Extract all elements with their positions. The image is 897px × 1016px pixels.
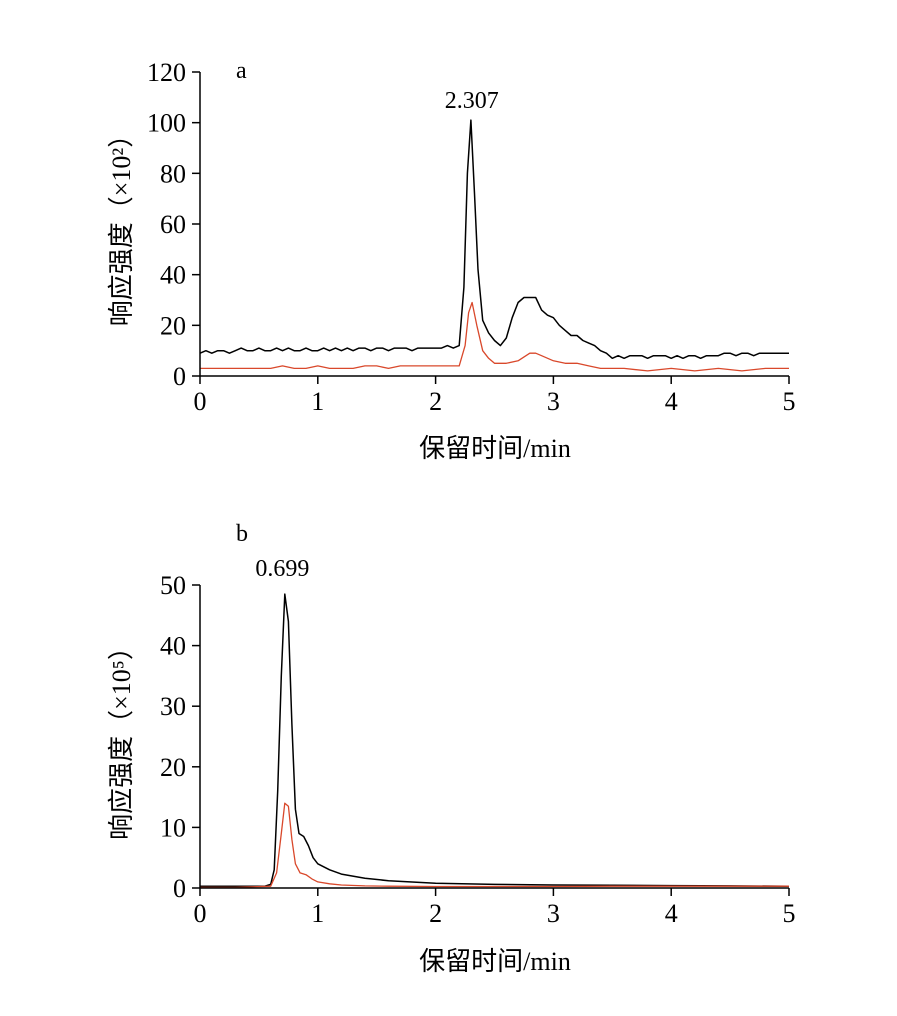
panel-b-label: b bbox=[236, 521, 248, 547]
panel-b-y-tick-label: 50 bbox=[160, 571, 186, 600]
panel-a-axes: 0 20 40 60 80 100 120 0 1 2 3 4 5 bbox=[147, 58, 796, 416]
panel-a-x-tick-label: 2 bbox=[429, 387, 442, 416]
panel-b-axes: 0 10 20 30 40 50 0 1 2 3 4 5 bbox=[160, 571, 796, 928]
panel-b-x-tick-label: 0 bbox=[194, 899, 207, 928]
panel-a-series-black-line bbox=[199, 119, 789, 360]
panel-b-x-tick-label: 2 bbox=[429, 899, 442, 928]
panel-b-series-black-line bbox=[200, 593, 790, 887]
panel-b-x-tick-label: 1 bbox=[311, 899, 324, 928]
panel-b-y-tick-label: 30 bbox=[160, 692, 186, 721]
panel-a-y-tick-label: 40 bbox=[160, 261, 186, 290]
panel-a-y-tick-label: 0 bbox=[173, 362, 186, 391]
panel-b-y-tick-label: 10 bbox=[160, 813, 186, 842]
panel-a-series bbox=[199, 119, 789, 372]
panel-b-y-tick-label: 40 bbox=[160, 632, 186, 661]
panel-b-x-axis-title: 保留时间/min bbox=[419, 947, 571, 976]
panel-b-y-tick-label: 0 bbox=[173, 874, 186, 903]
panel-b-series bbox=[200, 593, 790, 889]
panel-a-x-tick-label: 3 bbox=[547, 387, 560, 416]
panel-a-x-tick-label: 1 bbox=[311, 387, 324, 416]
panel-b-x-tick-label: 3 bbox=[547, 899, 560, 928]
panel-b-x-tick-label: 4 bbox=[665, 899, 678, 928]
panel-a-label: a bbox=[236, 58, 247, 84]
panel-b-peak-label: 0.699 bbox=[255, 556, 309, 582]
panel-a-y-tick-label: 20 bbox=[160, 311, 186, 340]
panel-a-x-axis-title: 保留时间/min bbox=[419, 434, 571, 463]
panel-b-x-tick-label: 5 bbox=[783, 899, 796, 928]
panel-a-y-tick-label: 120 bbox=[147, 58, 186, 87]
panel-a-x-tick-label: 4 bbox=[665, 387, 678, 416]
panel-a-y-tick-label: 60 bbox=[160, 210, 186, 239]
panel-b-series-red-line bbox=[200, 802, 789, 889]
panel-a-y-axis-title: 响应强度（×10²） bbox=[107, 122, 136, 326]
panel-a-y-tick-label: 100 bbox=[147, 109, 186, 138]
panel-a-peak-label: 2.307 bbox=[445, 88, 499, 114]
panel-b-y-axis-title: 响应强度（×10⁵） bbox=[107, 634, 136, 840]
chart-panel-b: b 0 10 20 30 40 50 0 1 2 3 4 5 0.699 保留时间/min 响应强度（… bbox=[107, 521, 796, 976]
panel-a-y-tick-label: 80 bbox=[160, 159, 186, 188]
panel-a-x-tick-label: 5 bbox=[783, 387, 796, 416]
panel-a-x-tick-label: 0 bbox=[194, 387, 207, 416]
panel-a-series-red-line bbox=[200, 301, 789, 372]
panel-b-y-tick-label: 20 bbox=[160, 753, 186, 782]
chart-panel-a: a 0 20 40 60 80 100 120 0 1 2 3 4 5 2.307 保留时间/min 响… bbox=[107, 58, 796, 463]
